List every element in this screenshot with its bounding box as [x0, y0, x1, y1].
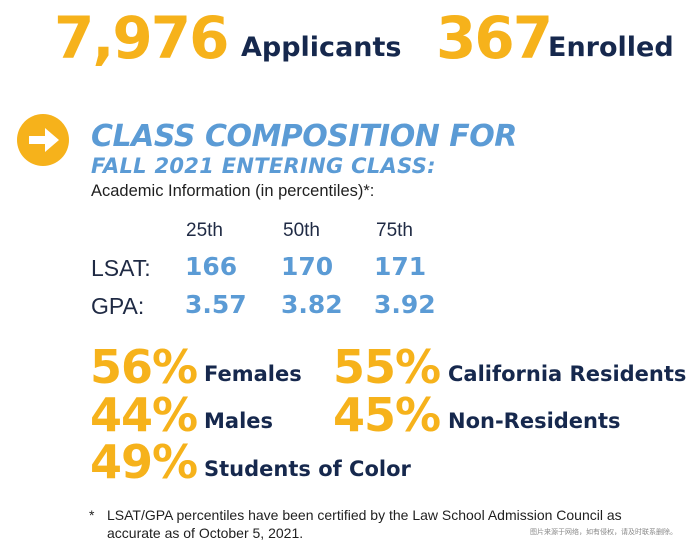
- gpa-75th-value: 3.92: [374, 290, 436, 319]
- lsat-75th-value: 171: [374, 252, 427, 281]
- arrow-right-icon: [17, 114, 69, 166]
- enrolled-label: Enrolled: [548, 32, 674, 63]
- males-label: Males: [204, 409, 274, 433]
- lsat-50th-value: 170: [281, 252, 334, 281]
- column-header-75th: 75th: [376, 220, 413, 241]
- non-residents-label: Non-Residents: [448, 409, 621, 433]
- section-subtitle: FALL 2021 ENTERING CLASS:: [91, 154, 436, 178]
- females-label: Females: [204, 362, 302, 386]
- non-residents-percent: 45%: [333, 388, 441, 442]
- lsat-row-label: LSAT:: [91, 255, 151, 281]
- column-header-25th: 25th: [186, 220, 223, 241]
- gpa-50th-value: 3.82: [281, 290, 343, 319]
- students-of-color-label: Students of Color: [204, 457, 411, 481]
- enrolled-count: 367: [436, 4, 553, 72]
- watermark-text: 图片来源于网络，如有侵权，请及时联系删除。: [530, 529, 677, 536]
- california-residents-percent: 55%: [333, 340, 441, 394]
- column-header-50th: 50th: [283, 220, 320, 241]
- academic-caption: Academic Information (in percentiles)*:: [91, 182, 375, 200]
- males-percent: 44%: [90, 388, 198, 442]
- students-of-color-percent: 49%: [90, 435, 198, 489]
- footnote-marker: *: [89, 507, 95, 523]
- females-percent: 56%: [90, 340, 198, 394]
- applicants-label: Applicants: [241, 32, 402, 63]
- applicants-count: 7,976: [54, 4, 229, 72]
- california-residents-label: California Residents: [448, 362, 687, 386]
- lsat-25th-value: 166: [185, 252, 238, 281]
- section-title: CLASS COMPOSITION FOR: [91, 119, 517, 154]
- footnote-text: LSAT/GPA percentiles have been certified…: [107, 507, 622, 541]
- gpa-row-label: GPA:: [91, 293, 145, 319]
- gpa-25th-value: 3.57: [185, 290, 247, 319]
